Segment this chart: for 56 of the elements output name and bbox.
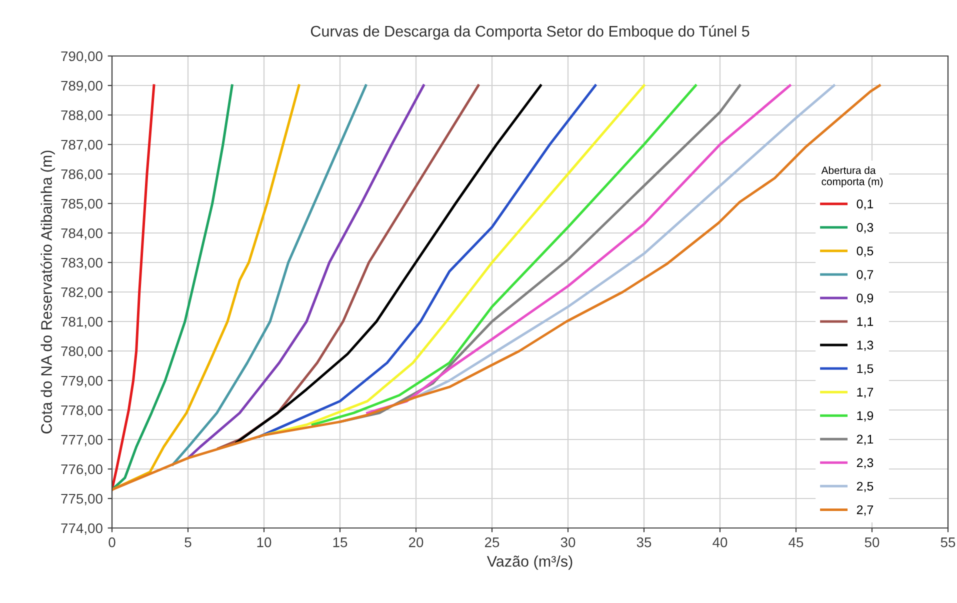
y-tick-label: 782,00 xyxy=(61,287,102,299)
legend-label: 0,5 xyxy=(856,246,874,257)
line-series xyxy=(235,84,542,444)
x-tick-label: 20 xyxy=(408,537,424,548)
x-tick-label: 15 xyxy=(333,538,348,548)
y-tick-label: 784,00 xyxy=(61,228,102,240)
y-tick-label: 780,00 xyxy=(61,346,102,358)
x-tick-label: 30 xyxy=(560,537,576,548)
legend-label: 1,9 xyxy=(857,411,874,422)
line-series xyxy=(112,84,300,491)
legend-label: 1,7 xyxy=(857,388,874,398)
line-series xyxy=(112,84,881,491)
line-series xyxy=(172,84,368,466)
line-series xyxy=(112,84,156,491)
x-tick-label: 25 xyxy=(484,537,500,548)
y-tick-label: 775,00 xyxy=(61,494,102,506)
legend-label: 2,1 xyxy=(856,434,874,446)
y-tick-label: 779,00 xyxy=(61,376,102,388)
legend-label: 2,3 xyxy=(856,458,874,469)
y-tick-label: 781,00 xyxy=(61,316,102,328)
x-tick-label: 35 xyxy=(636,537,652,548)
legend-label: 0,3 xyxy=(856,223,874,234)
chart-title: Curvas de Descarga da Comporta Setor do Emboque do Túnel 5 xyxy=(310,25,750,40)
x-tick-label: 5 xyxy=(184,538,192,548)
x-tick-label: 0 xyxy=(108,537,116,548)
y-tick-label: 783,00 xyxy=(61,258,102,270)
line-series xyxy=(366,84,792,414)
y-tick-label: 776,00 xyxy=(61,464,102,476)
y-tick-label: 778,00 xyxy=(61,405,102,417)
y-tick-label: 787,00 xyxy=(61,140,102,152)
y-tick-label: 786,00 xyxy=(61,169,102,181)
legend-label: 0,1 xyxy=(856,200,874,210)
line-series xyxy=(186,84,425,460)
y-axis-title: Cota do NA do Reservatório Atibainha (m) xyxy=(40,150,55,434)
legend-label: 1,1 xyxy=(857,317,874,328)
y-tick-label: 785,00 xyxy=(61,198,102,210)
y-tick-label: 788,00 xyxy=(61,110,102,122)
line-series xyxy=(311,84,697,426)
legend-label: 0,7 xyxy=(856,270,874,280)
y-tick-label: 789,00 xyxy=(61,80,102,92)
x-tick-label: 10 xyxy=(257,537,272,548)
x-tick-label: 55 xyxy=(940,538,956,548)
y-tick-label: 790,00 xyxy=(61,51,102,63)
legend-label: 1,3 xyxy=(857,340,874,351)
x-tick-label: 45 xyxy=(788,538,804,548)
legend-title: Abertura da comporta (m) xyxy=(821,166,883,188)
legend-label: 1,5 xyxy=(857,364,874,375)
y-tick-label: 777,00 xyxy=(61,434,102,446)
legend-label: 2,5 xyxy=(856,482,874,492)
x-tick-label: 40 xyxy=(712,537,728,548)
legend-label: 2,7 xyxy=(856,505,874,516)
y-tick-label: 774,00 xyxy=(61,523,102,535)
legend-label: 0,9 xyxy=(856,294,874,304)
x-tick-label: 50 xyxy=(864,537,880,548)
line-series xyxy=(112,84,234,491)
x-axis-title: Vazão (m³/s) xyxy=(486,556,572,570)
